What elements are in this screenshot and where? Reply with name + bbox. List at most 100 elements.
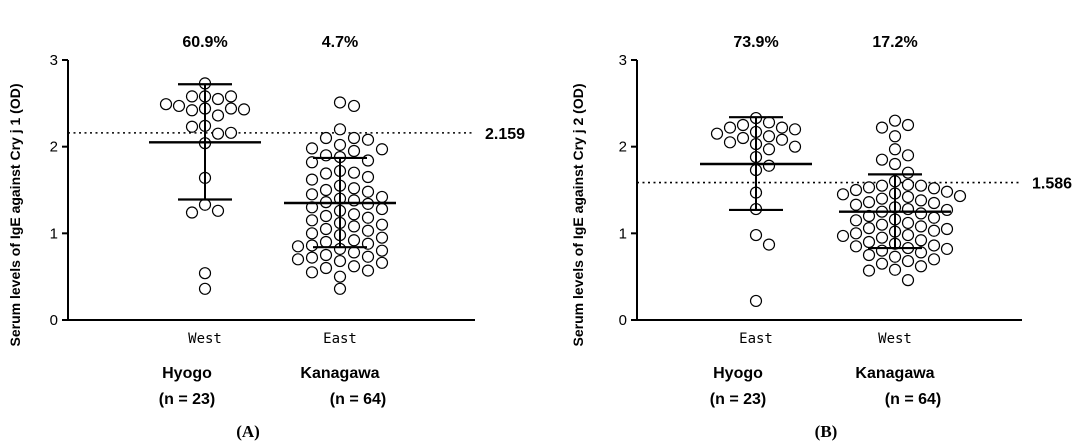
data-point [333, 123, 347, 136]
data-point [901, 149, 915, 162]
data-point [319, 222, 333, 236]
data-point [375, 231, 389, 244]
y-tick-label: 2 [50, 139, 58, 156]
data-point [305, 214, 319, 227]
data-point [901, 190, 915, 204]
data-point [875, 153, 889, 166]
data-point [347, 234, 361, 247]
y-tick-label: 0 [50, 312, 58, 329]
data-point [305, 266, 319, 279]
data-point [762, 130, 776, 143]
data-point [211, 109, 225, 122]
data-point [211, 204, 225, 217]
data-point [914, 194, 928, 207]
data-point [927, 253, 941, 266]
data-point [849, 198, 863, 211]
data-point [361, 224, 375, 237]
data-point [901, 216, 915, 230]
data-point [762, 116, 776, 129]
data-point [875, 121, 889, 134]
data-point [361, 250, 375, 263]
data-point [914, 179, 928, 192]
data-point [927, 196, 941, 210]
data-point [305, 156, 319, 169]
data-point [305, 239, 319, 252]
threshold-label: 1.586 [1032, 176, 1072, 193]
data-point [291, 253, 305, 266]
percent-label: 4.7% [322, 34, 358, 51]
data-point [347, 166, 361, 179]
data-point [862, 248, 876, 262]
percent-label: 73.9% [733, 34, 778, 51]
data-point [914, 260, 928, 273]
data-point [914, 246, 928, 259]
group-n-label: (n = 23) [710, 391, 766, 408]
data-point [836, 229, 850, 243]
data-point [211, 127, 225, 140]
x-category-label: West [878, 331, 912, 347]
data-point [940, 222, 954, 236]
data-point [347, 131, 361, 145]
data-point [185, 104, 199, 117]
percent-label: 17.2% [872, 34, 917, 51]
data-point [375, 190, 389, 204]
data-point [319, 149, 333, 162]
data-point [333, 96, 347, 109]
data-point [333, 254, 347, 268]
data-point [736, 118, 750, 132]
data-point [224, 90, 238, 103]
data-point [333, 270, 347, 283]
data-point [875, 257, 889, 270]
data-point [347, 208, 361, 221]
data-point [375, 218, 389, 231]
data-point [347, 260, 361, 273]
data-point [723, 121, 737, 134]
data-point [875, 244, 889, 257]
data-point [914, 234, 928, 247]
data-point [347, 220, 361, 233]
data-point [862, 222, 876, 235]
data-point [749, 228, 763, 242]
data-point [710, 127, 724, 140]
data-point [224, 102, 238, 115]
data-point [375, 202, 389, 216]
data-point [901, 202, 915, 216]
data-point [940, 242, 954, 256]
data-point [901, 254, 915, 268]
data-point [361, 133, 375, 146]
y-tick-label: 0 [619, 312, 627, 329]
data-point [333, 282, 347, 295]
data-point [237, 103, 251, 116]
data-point [862, 235, 876, 249]
data-point [849, 240, 863, 253]
data-point [319, 235, 333, 249]
x-category-label: East [739, 331, 773, 347]
data-point [185, 120, 199, 133]
data-point [305, 251, 319, 264]
data-point [940, 185, 954, 198]
data-point [361, 185, 375, 198]
x-category-label: East [323, 331, 357, 347]
data-point [862, 264, 876, 277]
data-point [319, 209, 333, 223]
data-point [375, 244, 389, 257]
data-point [788, 123, 802, 136]
group-region-label: Kanagawa [300, 365, 379, 382]
data-point [849, 214, 863, 227]
data-point [198, 267, 212, 280]
data-point [185, 90, 199, 103]
data-point [862, 181, 876, 194]
data-point [361, 264, 375, 277]
data-point [914, 207, 928, 220]
data-point [836, 188, 850, 201]
data-point [901, 166, 915, 179]
data-point [862, 196, 876, 209]
percent-label: 60.9% [182, 34, 227, 51]
data-point [319, 131, 333, 145]
data-point [319, 261, 333, 275]
data-point [198, 198, 212, 211]
data-point [333, 138, 347, 152]
data-point [927, 239, 941, 252]
data-point [305, 227, 319, 240]
